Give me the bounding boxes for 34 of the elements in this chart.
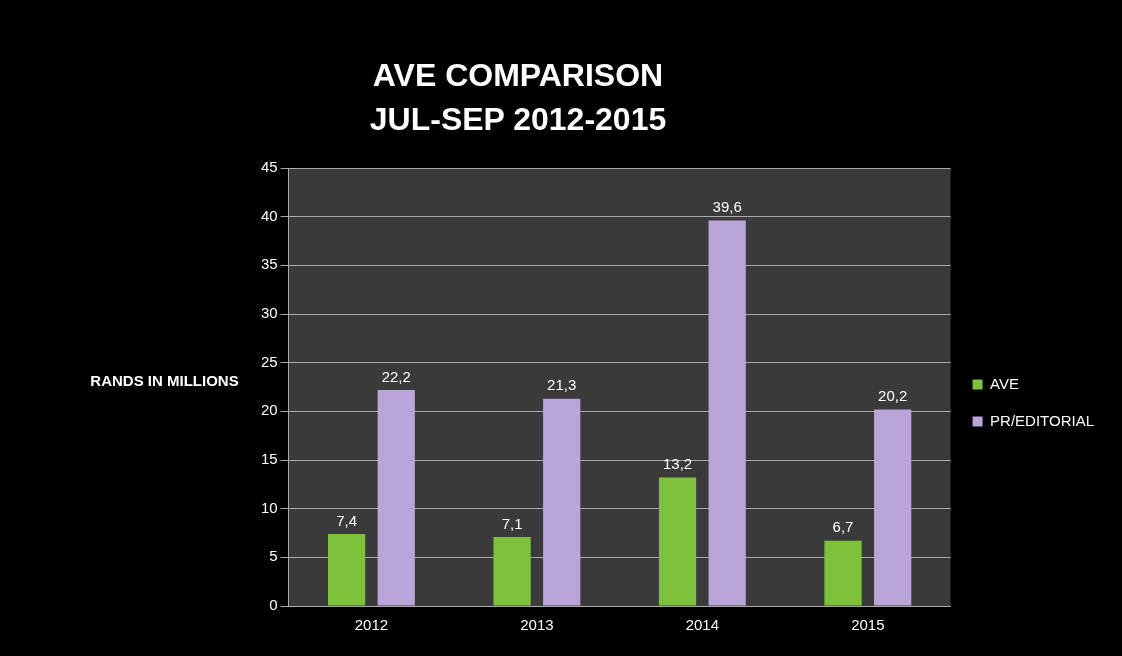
y-tick-label: 40	[261, 206, 278, 224]
y-tick-label: 45	[261, 158, 278, 176]
bar	[327, 533, 366, 606]
bar	[493, 536, 531, 606]
bar	[658, 477, 697, 606]
data-label: 21,3	[547, 376, 577, 394]
data-label: 7,1	[501, 514, 523, 532]
bar	[708, 220, 746, 606]
bar	[874, 409, 912, 606]
data-label: 20,2	[878, 387, 908, 405]
chart-subtitle: JUL-SEP 2012-2015	[369, 101, 667, 137]
legend-label: PR/EDITORIAL	[990, 411, 1095, 429]
y-tick-label: 20	[261, 401, 278, 419]
bar	[824, 540, 862, 606]
bar	[543, 398, 581, 606]
legend-label: AVE	[990, 374, 1019, 392]
chart-title: AVE COMPARISON	[372, 57, 664, 93]
y-tick-label: 10	[261, 498, 278, 516]
data-label: 7,4	[336, 511, 358, 529]
x-tick-label: 2012	[354, 616, 389, 634]
y-tick-label: 30	[261, 304, 278, 322]
y-tick-label: 5	[269, 547, 278, 565]
x-tick-label: 2015	[851, 616, 885, 634]
x-tick-label: 2014	[685, 616, 720, 634]
y-tick-label: 35	[261, 255, 278, 273]
y-tick-label: 15	[261, 450, 278, 468]
x-tick-label: 2013	[520, 616, 554, 634]
bar	[377, 389, 415, 606]
data-label: 6,7	[832, 518, 854, 536]
y-tick-label: 25	[261, 352, 278, 370]
data-label: 39,6	[712, 198, 742, 216]
y-tick-label: 0	[269, 596, 278, 614]
y-axis-title: RANDS IN MILLIONS	[90, 372, 239, 390]
data-label: 22,2	[381, 367, 411, 385]
